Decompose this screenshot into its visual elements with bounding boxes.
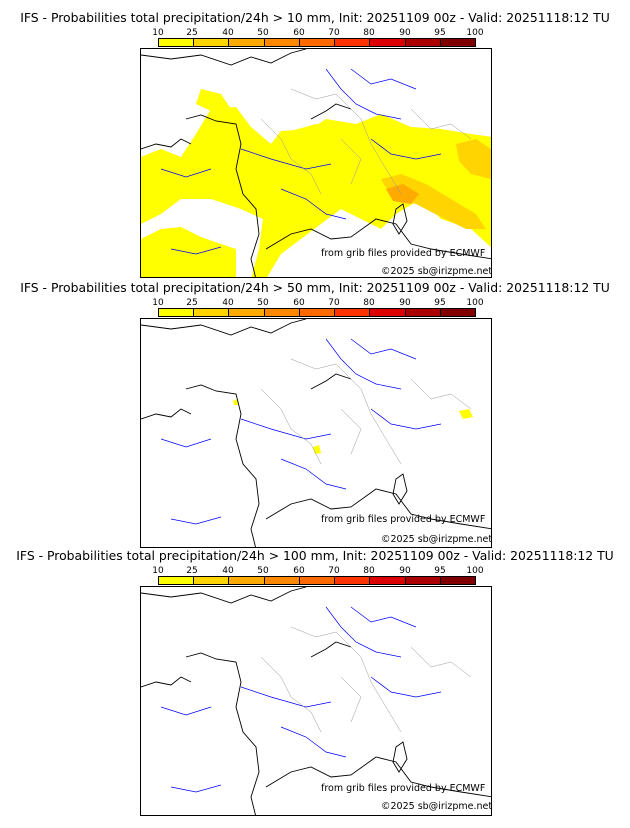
probability-field (141, 89, 491, 277)
map-canvas (141, 319, 491, 547)
colorbar-segment (264, 577, 300, 584)
data-credit: from grib files provided by ECMWF (321, 783, 486, 794)
map-frame: from grib files provided by ECMWF ©2025 … (140, 586, 492, 816)
colorbar-tick-label: 40 (222, 298, 234, 308)
colorbar-labels: 10 25 40 50 60 70 80 90 95 100 (135, 298, 505, 308)
colorbar (158, 576, 476, 585)
colorbar-tick-label: 70 (328, 298, 340, 308)
colorbar-segment (335, 577, 371, 584)
colorbar-tick-label: 100 (466, 566, 484, 576)
rivers (160, 338, 442, 525)
colorbar-tick-label: 10 (152, 28, 164, 38)
site-credit: ©2025 sb@irizpme.net (381, 534, 492, 545)
colorbar-tick-label: 95 (434, 28, 446, 38)
colorbar-tick-label: 60 (293, 298, 305, 308)
colorbar (158, 38, 476, 47)
map-canvas (141, 49, 491, 277)
colorbar-tick-label: 80 (363, 298, 375, 308)
colorbar-segment (194, 39, 230, 46)
rivers (160, 68, 442, 255)
colorbar-segment (299, 39, 336, 46)
map-canvas (141, 587, 491, 815)
colorbar-segment (299, 309, 336, 316)
borders (260, 358, 472, 465)
colorbar-segment (405, 577, 441, 584)
borders (260, 88, 472, 195)
map-panel-10mm: IFS - Probabilities total precipitation/… (0, 10, 630, 282)
colorbar-tick-label: 90 (399, 28, 411, 38)
colorbar-segment (370, 309, 406, 316)
map-frame: from grib files provided by ECMWF ©2025 … (140, 48, 492, 278)
panel-title: IFS - Probabilities total precipitation/… (20, 10, 610, 25)
colorbar-tick-label: 70 (328, 566, 340, 576)
colorbar-segment (440, 577, 475, 584)
colorbar-tick-label: 25 (186, 298, 198, 308)
colorbar-segment (440, 39, 475, 46)
site-credit: ©2025 sb@irizpme.net (381, 266, 492, 277)
borders (260, 626, 472, 733)
colorbar-segment (159, 577, 195, 584)
colorbar-segment (405, 309, 441, 316)
rivers (160, 606, 442, 793)
colorbar-segment (229, 577, 265, 584)
colorbar-tick-label: 60 (293, 566, 305, 576)
colorbar-tick-label: 25 (186, 28, 198, 38)
colorbar-tick-label: 10 (152, 566, 164, 576)
coastlines (141, 587, 491, 815)
colorbar-segment (159, 39, 195, 46)
data-credit: from grib files provided by ECMWF (321, 514, 486, 525)
colorbar-segment (229, 309, 265, 316)
colorbar-segment (229, 39, 265, 46)
colorbar (158, 308, 476, 317)
colorbar-tick-label: 50 (257, 28, 269, 38)
colorbar-tick-label: 80 (363, 28, 375, 38)
map-frame: from grib files provided by ECMWF ©2025 … (140, 318, 492, 548)
colorbar-tick-label: 80 (363, 566, 375, 576)
colorbar-tick-label: 25 (186, 566, 198, 576)
colorbar-segment (440, 309, 475, 316)
colorbar-segment (194, 309, 230, 316)
colorbar-tick-label: 40 (222, 28, 234, 38)
colorbar-segment (335, 309, 371, 316)
colorbar-segment (335, 39, 371, 46)
colorbar-segment (159, 309, 195, 316)
map-panel-100mm: IFS - Probabilities total precipitation/… (0, 548, 630, 820)
colorbar-segment (405, 39, 441, 46)
colorbar-tick-label: 50 (257, 298, 269, 308)
colorbar-tick-label: 95 (434, 298, 446, 308)
panel-title: IFS - Probabilities total precipitation/… (16, 548, 614, 563)
colorbar-tick-label: 10 (152, 298, 164, 308)
site-credit: ©2025 sb@irizpme.net (381, 801, 492, 812)
probability-field (233, 399, 473, 454)
colorbar-tick-label: 70 (328, 28, 340, 38)
colorbar-tick-label: 50 (257, 566, 269, 576)
colorbar-tick-label: 90 (399, 566, 411, 576)
colorbar-tick-label: 100 (466, 28, 484, 38)
colorbar-labels: 10 25 40 50 60 70 80 90 95 100 (135, 28, 505, 38)
colorbar-tick-label: 90 (399, 298, 411, 308)
colorbar-tick-label: 100 (466, 298, 484, 308)
colorbar-segment (264, 309, 300, 316)
colorbar-labels: 10 25 40 50 60 70 80 90 95 100 (135, 566, 505, 576)
colorbar-segment (299, 577, 336, 584)
colorbar-tick-label: 95 (434, 566, 446, 576)
coastlines (141, 319, 491, 547)
colorbar-tick-label: 60 (293, 28, 305, 38)
colorbar-segment (370, 39, 406, 46)
coastlines (141, 49, 491, 277)
data-credit: from grib files provided by ECMWF (321, 248, 486, 259)
map-panel-50mm: IFS - Probabilities total precipitation/… (0, 280, 630, 552)
colorbar-segment (194, 577, 230, 584)
colorbar-segment (370, 577, 406, 584)
colorbar-tick-label: 40 (222, 566, 234, 576)
panel-title: IFS - Probabilities total precipitation/… (20, 280, 610, 295)
colorbar-segment (264, 39, 300, 46)
